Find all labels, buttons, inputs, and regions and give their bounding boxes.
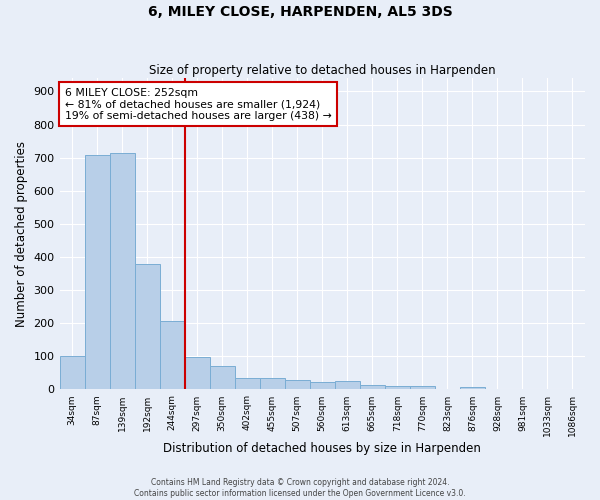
Y-axis label: Number of detached properties: Number of detached properties xyxy=(15,141,28,327)
Bar xyxy=(385,386,410,390)
Title: Size of property relative to detached houses in Harpenden: Size of property relative to detached ho… xyxy=(149,64,496,77)
Bar xyxy=(235,378,260,390)
Bar xyxy=(110,154,134,390)
Bar xyxy=(285,380,310,390)
Bar xyxy=(160,320,185,390)
Bar xyxy=(209,366,235,390)
Bar xyxy=(460,387,485,390)
X-axis label: Distribution of detached houses by size in Harpenden: Distribution of detached houses by size … xyxy=(163,442,481,455)
Bar xyxy=(134,264,160,390)
Text: 6, MILEY CLOSE, HARPENDEN, AL5 3DS: 6, MILEY CLOSE, HARPENDEN, AL5 3DS xyxy=(148,5,452,19)
Bar xyxy=(335,381,360,390)
Bar xyxy=(85,155,110,390)
Bar xyxy=(185,358,209,390)
Bar xyxy=(410,386,435,390)
Bar xyxy=(59,356,85,390)
Text: 6 MILEY CLOSE: 252sqm
← 81% of detached houses are smaller (1,924)
19% of semi-d: 6 MILEY CLOSE: 252sqm ← 81% of detached … xyxy=(65,88,332,120)
Text: Contains HM Land Registry data © Crown copyright and database right 2024.
Contai: Contains HM Land Registry data © Crown c… xyxy=(134,478,466,498)
Bar xyxy=(310,382,335,390)
Bar xyxy=(260,378,285,390)
Bar xyxy=(360,386,385,390)
